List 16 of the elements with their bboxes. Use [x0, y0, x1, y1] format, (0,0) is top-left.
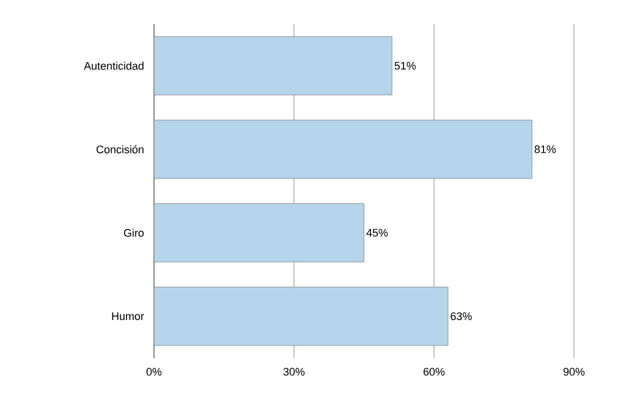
data-label: 81% [534, 145, 556, 154]
y-tick-label: Autenticidad [84, 62, 144, 70]
bar [154, 203, 364, 262]
x-tick-label: 60% [424, 368, 445, 376]
data-label: 63% [450, 312, 472, 320]
y-tick-label: Concisión [96, 145, 144, 154]
data-label: 45% [366, 228, 388, 237]
bar [154, 120, 532, 179]
data-label: 51% [394, 62, 416, 70]
x-tick-label: 0% [146, 368, 162, 376]
x-tick-label: 30% [283, 368, 305, 376]
bar [154, 36, 392, 96]
bar [154, 286, 448, 346]
y-tick-label: Humor [112, 312, 144, 320]
y-tick-label: Giro [124, 228, 144, 237]
x-tick-label: 90% [564, 368, 585, 376]
